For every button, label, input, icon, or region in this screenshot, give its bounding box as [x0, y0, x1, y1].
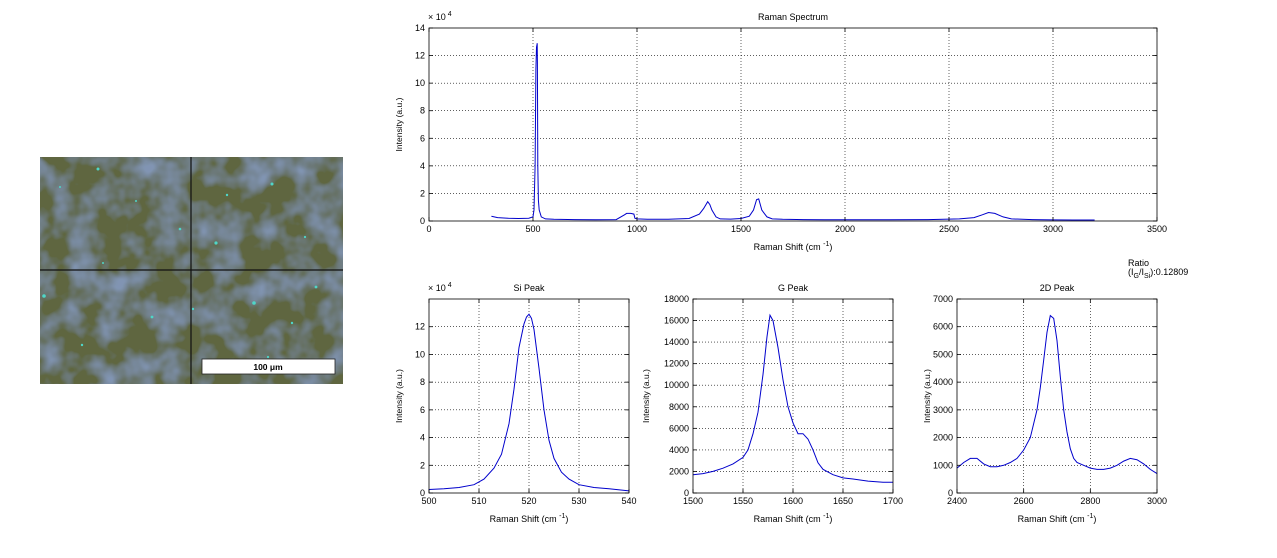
g-peak-y-tick-label: 16000 — [664, 316, 689, 326]
g-peak-series-line — [692, 313, 893, 483]
g-peak-title: G Peak — [778, 283, 809, 293]
2d-peak-plot-area — [957, 299, 1157, 493]
2d-peak-grid — [957, 299, 1157, 493]
g-peak-y-tick-label: 6000 — [669, 423, 689, 433]
si-peak-x-tick-label: 500 — [421, 496, 436, 506]
2d-peak-y-tick-label: 6000 — [933, 322, 953, 332]
2d-peak-y-tick-label: 7000 — [933, 294, 953, 304]
raman-spectrum-x-tick-label: 3000 — [1043, 224, 1063, 234]
2d-peak-x-axis-label: Raman Shift (cm -1) — [1018, 513, 1097, 524]
2d-peak-title: 2D Peak — [1040, 283, 1075, 293]
ratio-label: Ratio — [1128, 258, 1149, 268]
si-peak-x-tick-label: 540 — [621, 496, 636, 506]
raman-spectrum-y-tick-label: 4 — [420, 161, 425, 171]
raman-spectrum-title: Raman Spectrum — [758, 12, 828, 22]
g-peak-x-axis-label: Raman Shift (cm -1) — [754, 513, 833, 524]
g-peak-y-tick-label: 12000 — [664, 359, 689, 369]
raman-spectrum-x-tick-label: 0 — [426, 224, 431, 234]
si-peak-y-tick-label: 10 — [415, 349, 425, 359]
raman-spectrum-y-axis-label: Intensity (a.u.) — [394, 97, 404, 151]
g-peak-y-tick-label: 8000 — [669, 402, 689, 412]
g-peak-x-tick-label: 1550 — [733, 496, 753, 506]
2d-peak-y-tick-label: 5000 — [933, 349, 953, 359]
raman-spectrum-series-line — [491, 43, 1095, 221]
si-peak-chart: 500 510 520 530 540 0 2 4 6 8 10 12 × 10 4 Si Peak Rama… — [394, 282, 637, 524]
g-peak-y-tick-label: 10000 — [664, 380, 689, 390]
si-peak-series-line — [428, 313, 630, 492]
si-peak-y-axis-label: Intensity (a.u.) — [394, 369, 404, 423]
si-peak-y-tick-label: 12 — [415, 322, 425, 332]
raman-spectrum-plot-area — [429, 28, 1157, 221]
g-peak-grid — [693, 299, 893, 493]
g-peak-x-tick-label: 1700 — [883, 496, 903, 506]
optical-micrograph: 100 μm — [40, 157, 343, 384]
g-peak-y-tick-label: 2000 — [669, 466, 689, 476]
2d-peak-series-line — [956, 314, 1158, 475]
raman-spectrum-x-tick-label: 2500 — [939, 224, 959, 234]
g-peak-chart: 1500 1550 1600 1650 1700 0 2000 4000 6000 8000 100… — [641, 283, 903, 524]
raman-spectrum-y-tick-label: 6 — [420, 133, 425, 143]
si-peak-x-tick-label: 530 — [571, 496, 586, 506]
2d-peak-y-axis-label: Intensity (a.u.) — [922, 369, 932, 423]
raman-spectrum-x-tick-label: 1500 — [731, 224, 751, 234]
scale-bar — [201, 358, 336, 375]
raman-spectrum-x-tick-label: 1000 — [627, 224, 647, 234]
2d-peak-x-tick-label: 3000 — [1147, 496, 1167, 506]
raman-spectrum-axes-frame — [428, 27, 1158, 222]
2d-peak-y-tick-label: 1000 — [933, 460, 953, 470]
g-peak-y-tick-label: 4000 — [669, 445, 689, 455]
si-peak-grid — [429, 299, 629, 493]
2d-peak-y-tick-label: 4000 — [933, 377, 953, 387]
si-peak-y-tick-label: 2 — [420, 460, 425, 470]
si-peak-x-tick-label: 520 — [521, 496, 536, 506]
g-peak-y-tick-label: 18000 — [664, 294, 689, 304]
2d-peak-axes-frame — [956, 298, 1158, 494]
si-peak-y-multiplier: × 10 4 — [428, 282, 452, 293]
raman-spectrum-chart: 0 500 1000 1500 2000 2500 3000 3500 0 2 4 6 8 10 12 14×… — [394, 11, 1167, 252]
si-peak-y-tick-label: 0 — [420, 488, 425, 498]
g-peak-y-axis-label: Intensity (a.u.) — [641, 369, 651, 423]
ratio-expression: (IG/ISi):0.12809 — [1128, 267, 1188, 280]
si-peak-title: Si Peak — [513, 283, 545, 293]
raman-spectrum-x-tick-label: 2000 — [835, 224, 855, 234]
micrograph-speckles — [42, 167, 318, 359]
ratio-annotation: Ratio (IG/ISi):0.12809 — [1128, 258, 1188, 280]
raman-spectrum-y-tick-label: 8 — [420, 106, 425, 116]
raman-spectrum-grid — [429, 28, 1157, 221]
g-peak-x-tick-label: 1500 — [683, 496, 703, 506]
si-peak-x-axis-label: Raman Shift (cm -1) — [490, 513, 569, 524]
si-peak-y-tick-label: 4 — [420, 433, 425, 443]
g-peak-x-tick-label: 1650 — [833, 496, 853, 506]
si-peak-y-tick-label: 6 — [420, 405, 425, 415]
raman-spectrum-x-tick-label: 500 — [525, 224, 540, 234]
2d-peak-chart: 2400 2600 2800 3000 0 1000 2000 3000 4000 5000 600… — [922, 283, 1167, 524]
2d-peak-x-tick-label: 2600 — [1014, 496, 1034, 506]
2d-peak-y-tick-label: 3000 — [933, 405, 953, 415]
2d-peak-y-tick-label: 0 — [948, 488, 953, 498]
raman-spectrum-x-axis-label: Raman Shift (cm -1) — [754, 241, 833, 252]
raman-spectrum-y-tick-label: 2 — [420, 188, 425, 198]
g-peak-x-tick-label: 1600 — [783, 496, 803, 506]
raman-spectrum-y-tick-label: 12 — [415, 51, 425, 61]
2d-peak-y-tick-label: 2000 — [933, 433, 953, 443]
raman-spectrum-y-multiplier: × 10 4 — [428, 11, 452, 22]
g-peak-y-tick-label: 0 — [684, 488, 689, 498]
raman-spectrum-y-tick-label: 0 — [420, 216, 425, 226]
2d-peak-x-tick-label: 2400 — [947, 496, 967, 506]
scale-bar-label: 100 μm — [253, 362, 283, 372]
ratio-value: :0.12809 — [1153, 267, 1188, 277]
2d-peak-x-tick-label: 2800 — [1080, 496, 1100, 506]
si-peak-y-tick-label: 8 — [420, 377, 425, 387]
si-peak-x-tick-label: 510 — [471, 496, 486, 506]
raman-spectrum-y-tick-label: 10 — [415, 78, 425, 88]
raman-spectrum-y-tick-label: 14 — [415, 23, 425, 33]
g-peak-y-tick-label: 14000 — [664, 337, 689, 347]
raman-spectrum-x-tick-label: 3500 — [1147, 224, 1167, 234]
